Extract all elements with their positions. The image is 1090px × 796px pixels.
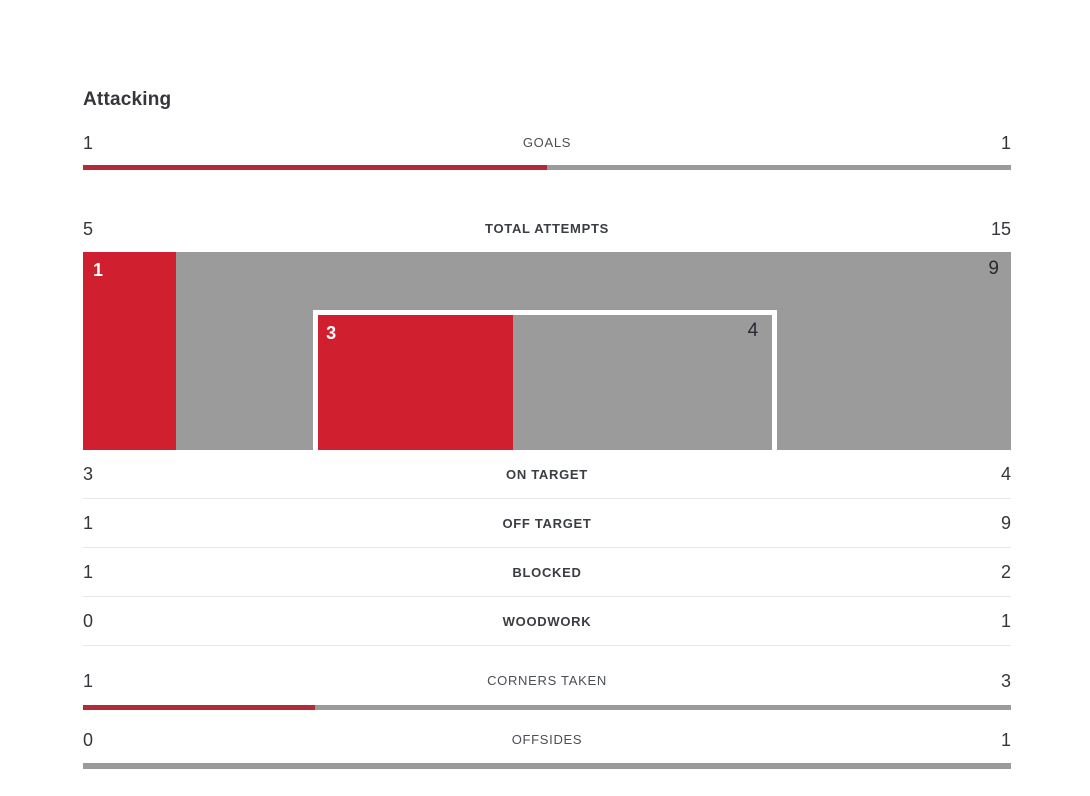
row-home-value: 1 [83,512,94,533]
total-attempts-header: 5 TOTAL ATTEMPTS 15 [83,219,1011,239]
stat-row-blocked: 1 BLOCKED 2 [83,548,1011,597]
stat-row-woodwork: 0 WOODWORK 1 [83,597,1011,646]
goals-home-value: 1 [83,133,94,153]
attempts-inner-bar: 3 4 [313,310,778,450]
corners-home-value: 1 [83,671,94,691]
stat-row-on-target: 3 ON TARGET 4 [83,450,1011,499]
corners-label: CORNERS TAKEN [487,673,607,688]
offsides-split-bar [83,763,1011,769]
stat-rows: 3 ON TARGET 4 1 OFF TARGET 9 1 BLOCKED 2… [83,450,1011,646]
total-attempts-label: TOTAL ATTEMPTS [485,221,609,236]
row-away-value: 2 [1000,561,1011,582]
attempts-inner-home-number: 3 [326,323,337,343]
row-label: BLOCKED [512,564,582,580]
row-home-value: 3 [83,463,94,484]
total-attempts-away-value: 15 [990,219,1011,239]
offsides-home-value: 0 [83,730,94,750]
row-home-value: 1 [83,561,94,582]
goals-home-segment [83,165,547,170]
offsides-label: OFFSIDES [511,732,583,747]
row-label: OFF TARGET [502,515,592,531]
attempts-outer-bar: 1 9 3 4 [83,252,1011,450]
row-home-value: 0 [83,610,94,631]
row-label: ON TARGET [506,466,588,482]
attempts-outer-home-segment [83,252,176,450]
corners-header: 1 CORNERS TAKEN 3 [83,671,1011,691]
attempts-inner-home-segment [318,315,513,450]
goals-away-value: 1 [1000,133,1011,153]
corners-split-bar [83,705,1011,710]
panel-title: Attacking [83,89,172,110]
row-away-value: 4 [1000,463,1011,484]
row-away-value: 1 [1000,610,1011,631]
row-label: WOODWORK [502,613,592,629]
corners-home-segment [83,705,315,710]
offsides-away-value: 1 [1000,730,1011,750]
goals-label: GOALS [522,135,572,150]
attempts-outer-away-number: 9 [988,258,999,279]
goals-header: 1 GOALS 1 [83,133,1011,153]
goals-split-bar [83,165,1011,170]
row-away-value: 9 [1000,512,1011,533]
total-attempts-home-value: 5 [83,219,94,239]
attempts-outer-home-number: 1 [93,260,104,280]
attacking-stats-panel: Attacking 1 GOALS 1 5 TOTAL ATTEMPTS 1 5 … [83,0,1011,769]
attempts-inner-away-number: 4 [747,320,759,341]
stat-row-off-target: 1 OFF TARGET 9 [83,499,1011,548]
corners-away-value: 3 [1000,671,1011,691]
offsides-header: 0 OFFSIDES 1 [83,730,1011,750]
